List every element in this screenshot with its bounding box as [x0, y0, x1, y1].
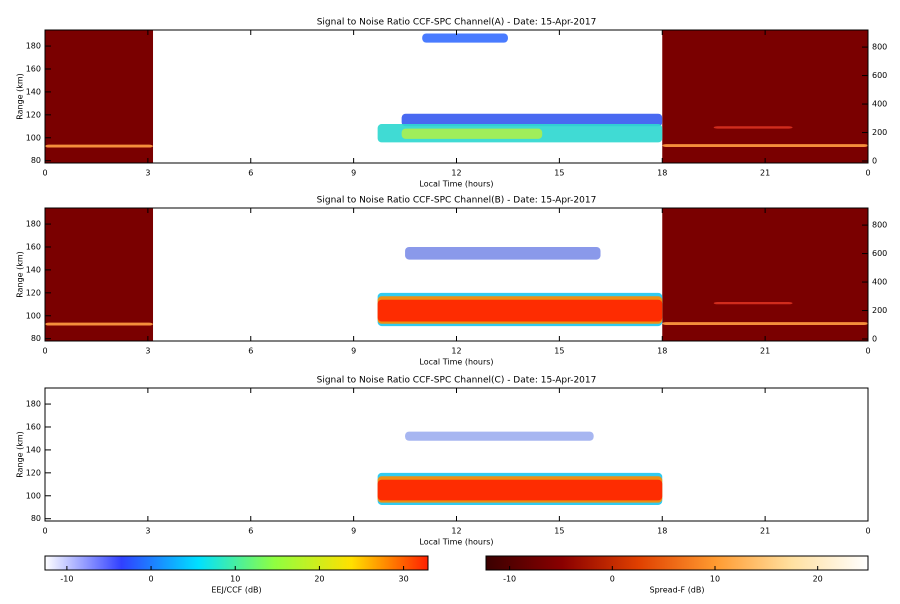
- y-tick-label: 180: [26, 220, 41, 229]
- y-tick-label: 120: [26, 468, 41, 477]
- y-axis-label: Range (km): [16, 251, 25, 298]
- colorbar: [485, 555, 869, 571]
- y-tick-label: 160: [26, 64, 41, 73]
- x-tick-label: 3: [145, 169, 150, 178]
- colorbar-tick-label: -10: [503, 575, 516, 584]
- x-tick-label: 0: [42, 169, 47, 178]
- echo-region: [713, 126, 793, 129]
- x-tick-label: 6: [248, 347, 253, 356]
- x-tick-label: 15: [554, 347, 564, 356]
- x-tick-label: 3: [145, 527, 150, 536]
- y-tick-label: 140: [26, 265, 41, 274]
- y2-tick-label: 0: [872, 335, 877, 344]
- y2-tick-label: 800: [872, 43, 887, 52]
- colorbar-tick-label: -10: [60, 575, 73, 584]
- y-tick-label: 80: [31, 334, 41, 343]
- y-tick-label: 100: [26, 133, 41, 142]
- x-tick-label: 0: [865, 527, 870, 536]
- x-tick-label: 21: [760, 169, 770, 178]
- x-tick-label: 9: [351, 347, 356, 356]
- panel-title: Signal to Noise Ratio CCF-SPC Channel(B)…: [317, 196, 597, 206]
- y-tick-label: 140: [26, 445, 41, 454]
- x-tick-label: 12: [451, 169, 461, 178]
- x-tick-label: 15: [554, 169, 564, 178]
- x-tick-label: 6: [248, 169, 253, 178]
- y-tick-label: 100: [26, 491, 41, 500]
- colorbar-label: Spread-F (dB): [649, 586, 704, 595]
- spread-f-block: [45, 30, 154, 163]
- y2-tick-label: 200: [872, 306, 887, 315]
- panel-title: Signal to Noise Ratio CCF-SPC Channel(A)…: [317, 18, 597, 28]
- x-tick-label: 0: [42, 347, 47, 356]
- colorbar-tick-label: 0: [149, 575, 154, 584]
- x-tick-label: 6: [248, 527, 253, 536]
- x-tick-label: 18: [657, 169, 667, 178]
- x-axis-label: Local Time (hours): [419, 358, 493, 367]
- colorbar-tick-label: 0: [610, 575, 615, 584]
- x-axis-label: Local Time (hours): [419, 180, 493, 189]
- x-tick-label: 15: [554, 527, 564, 536]
- y-tick-label: 120: [26, 110, 41, 119]
- x-tick-label: 0: [865, 347, 870, 356]
- x-tick-label: 21: [760, 347, 770, 356]
- y-tick-label: 180: [26, 400, 41, 409]
- colorbar-label: EEJ/CCF (dB): [211, 586, 261, 595]
- x-tick-label: 18: [657, 347, 667, 356]
- echo-region: [662, 144, 868, 147]
- colorbar-tick-label: 30: [398, 575, 408, 584]
- panel-title: Signal to Noise Ratio CCF-SPC Channel(C)…: [317, 376, 597, 386]
- echo-region: [713, 302, 793, 305]
- y-tick-label: 80: [31, 156, 41, 165]
- x-axis-label: Local Time (hours): [419, 538, 493, 547]
- y-tick-label: 180: [26, 42, 41, 51]
- x-tick-label: 21: [760, 527, 770, 536]
- y-tick-label: 140: [26, 87, 41, 96]
- echo-region: [405, 431, 594, 441]
- y-tick-label: 100: [26, 311, 41, 320]
- echo-region: [401, 113, 663, 127]
- y2-tick-label: 400: [872, 278, 887, 287]
- y-tick-label: 160: [26, 422, 41, 431]
- y-axis-label: Range (km): [16, 73, 25, 120]
- y-tick-label: 120: [26, 288, 41, 297]
- echo-region: [405, 246, 601, 260]
- y2-tick-label: 400: [872, 100, 887, 109]
- colorbar-tick-label: 20: [314, 575, 324, 584]
- x-tick-label: 3: [145, 347, 150, 356]
- y2-tick-label: 800: [872, 221, 887, 230]
- x-tick-label: 12: [451, 347, 461, 356]
- echo-region: [422, 33, 508, 43]
- colorbar-tick-label: 10: [230, 575, 240, 584]
- x-tick-label: 9: [351, 527, 356, 536]
- echo-region: [662, 322, 868, 325]
- spread-f-block: [662, 30, 868, 163]
- colorbar-tick-label: 10: [710, 575, 720, 584]
- y-tick-label: 160: [26, 242, 41, 251]
- y-tick-label: 80: [31, 514, 41, 523]
- echo-region: [377, 479, 663, 501]
- echo-region: [377, 299, 663, 322]
- x-tick-label: 9: [351, 169, 356, 178]
- echo-region: [401, 128, 543, 139]
- colorbar-tick-label: 20: [813, 575, 823, 584]
- colorbar: [44, 555, 429, 571]
- y2-tick-label: 200: [872, 128, 887, 137]
- spread-f-block: [662, 208, 868, 341]
- y2-tick-label: 600: [872, 249, 887, 258]
- y2-tick-label: 0: [872, 157, 877, 166]
- x-tick-label: 0: [865, 169, 870, 178]
- x-tick-label: 12: [451, 527, 461, 536]
- echo-region: [45, 144, 154, 148]
- echo-region: [45, 322, 154, 326]
- x-tick-label: 0: [42, 527, 47, 536]
- spread-f-block: [45, 208, 154, 341]
- x-tick-label: 18: [657, 527, 667, 536]
- y-axis-label: Range (km): [16, 431, 25, 478]
- y2-tick-label: 600: [872, 71, 887, 80]
